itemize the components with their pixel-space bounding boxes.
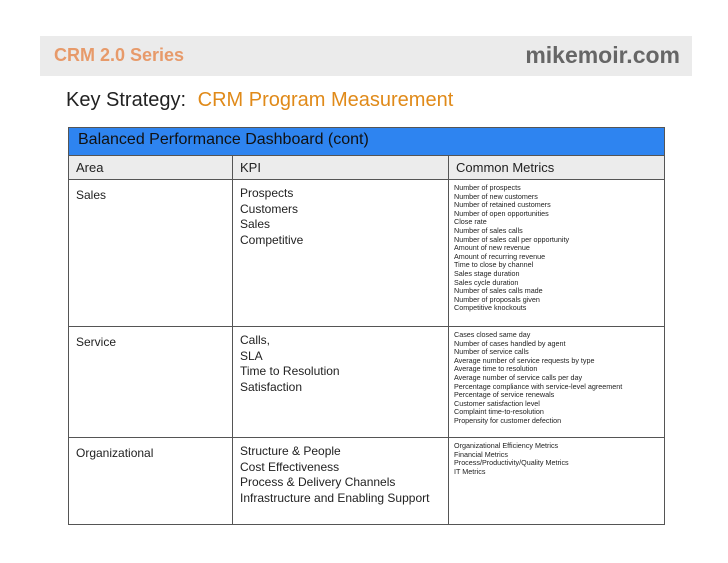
dashboard-title-row: Balanced Performance Dashboard (cont): [67, 127, 666, 156]
kpi-item: Satisfaction: [240, 379, 303, 394]
key-strategy-heading: Key Strategy: CRM Program Measurement: [66, 89, 453, 112]
kpi-item: Customers: [240, 201, 299, 216]
area-cell: Service: [68, 326, 233, 438]
metric-item: Amount of new revenue: [454, 243, 530, 253]
metrics-cell: Organizational Efficiency Metrics Financi…: [447, 437, 666, 525]
kpi-item: Infrastructure and Enabling Support: [240, 490, 430, 505]
metric-item: Average time to resolution: [454, 364, 538, 374]
metric-item: Amount of recurring revenue: [454, 251, 546, 261]
header-bar: CRM 2.0 Series mikemoir.com: [40, 36, 692, 76]
metric-item: Number of retained customers: [454, 200, 551, 210]
metrics-cell: Number of prospects Number of new custome…: [447, 179, 666, 327]
kpi-cell: Calls, SLA Time to Resolution Satisfaction: [232, 326, 449, 438]
key-strategy-value: CRM Program Measurement: [197, 89, 454, 111]
metric-item: Number of cases handled by agent: [454, 338, 566, 348]
metric-item: Average number of service requests by ty…: [454, 355, 595, 365]
metric-item: Sales stage duration: [454, 268, 520, 278]
dashboard-title: Balanced Performance Dashboard (cont): [67, 127, 666, 156]
metric-item: IT Metrics: [454, 466, 486, 476]
kpi-item: Structure & People: [240, 444, 341, 458]
site-name: mikemoir.com: [525, 42, 680, 68]
kpi-item: Process & Delivery Channels: [240, 475, 396, 489]
metric-item: Average number of service calls per day: [454, 372, 583, 382]
kpi-item: Calls,: [240, 333, 271, 347]
metric-item: Number of open opportunities: [454, 208, 549, 218]
metric-item: Sales cycle duration: [454, 277, 519, 287]
kpi-item: SLA: [240, 348, 263, 363]
metric-item: Competitive knockouts: [454, 303, 527, 313]
column-header-kpi: KPI: [232, 155, 449, 180]
column-header-row: Area KPI Common Metrics: [68, 155, 666, 180]
kpi-item: Prospects: [240, 186, 294, 200]
metric-item: Number of prospects: [454, 183, 521, 192]
kpi-item: Time to Resolution: [240, 364, 340, 378]
metric-item: Cases closed same day: [454, 330, 531, 339]
metrics-cell: Cases closed same day Number of cases han…: [447, 326, 666, 438]
metric-item: Number of proposals given: [454, 294, 540, 304]
metric-item: Financial Metrics: [454, 449, 508, 459]
area-cell: Organizational: [68, 437, 233, 525]
kpi-item: Competitive: [240, 232, 304, 247]
table-row: Service Calls, SLA Time to Resolution Satis…: [68, 326, 666, 438]
metric-item: Process/Productivity/Quality Metrics: [454, 458, 569, 468]
metric-item: Complaint time-to-resolution: [454, 407, 544, 417]
metric-item: Percentage compliance with service-level…: [454, 381, 623, 391]
key-strategy-label: Key Strategy:: [66, 89, 187, 111]
metric-item: Number of sales calls made: [454, 286, 543, 296]
metric-item: Customer satisfaction level: [454, 398, 540, 408]
column-header-metrics: Common Metrics: [447, 155, 666, 180]
kpi-cell: Structure & People Cost Effectiveness Proc…: [232, 437, 449, 525]
kpi-item: Cost Effectiveness: [240, 459, 340, 474]
area-cell: Sales: [68, 179, 233, 327]
metric-item: Number of service calls: [454, 347, 529, 357]
metric-item: Time to close by channel: [454, 260, 534, 270]
dashboard-table: Balanced Performance Dashboard (cont) Ar…: [67, 127, 666, 525]
table-row: Sales Prospects Customers Sales Competitive…: [68, 179, 666, 327]
kpi-item: Sales: [240, 217, 271, 231]
metric-item: Number of sales call per opportunity: [454, 234, 570, 244]
kpi-cell: Prospects Customers Sales Competitive: [232, 179, 449, 327]
metric-item: Close rate: [454, 217, 487, 227]
metric-item: Number of sales calls: [454, 225, 523, 235]
column-header-area: Area: [68, 155, 233, 180]
series-title: CRM 2.0 Series: [54, 45, 185, 65]
metric-item: Percentage of service renewals: [454, 390, 555, 400]
table-row: Organizational Structure & People Cost Ef…: [68, 437, 666, 525]
metric-item: Propensity for customer defection: [454, 415, 562, 425]
metric-item: Number of new customers: [454, 191, 538, 201]
metric-item: Organizational Efficiency Metrics: [454, 441, 559, 450]
